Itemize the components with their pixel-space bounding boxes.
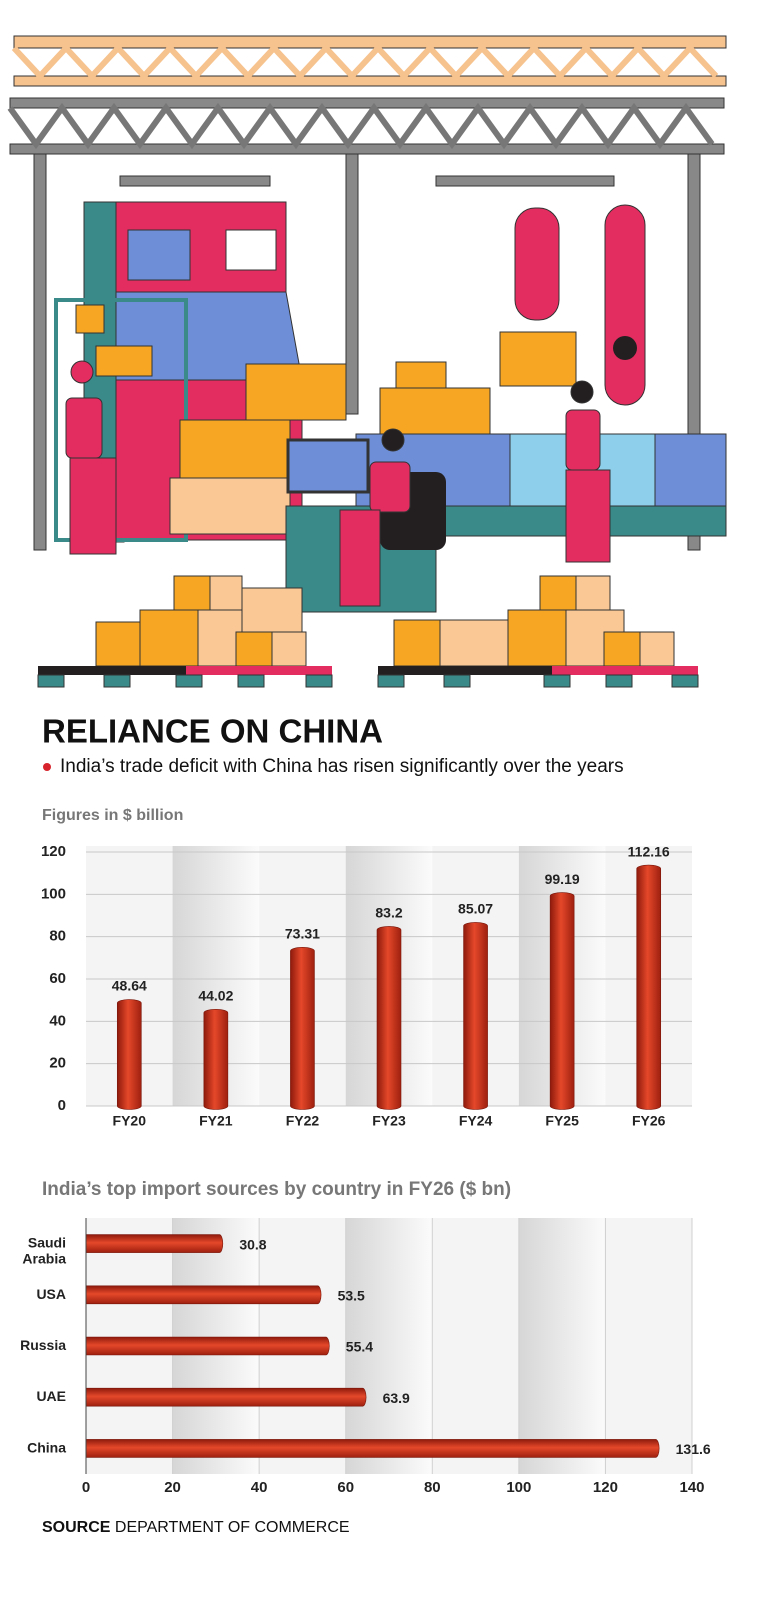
y-tick-label: 100: [41, 885, 66, 902]
chart-title: India’s top import sources by country in…: [42, 1179, 511, 1200]
x-tick-label: 140: [679, 1479, 704, 1496]
x-tick-label: FY23: [372, 1113, 406, 1129]
bar: [203, 1009, 229, 1110]
source-label: SOURCE: [42, 1519, 111, 1536]
title: RELIANCE ON CHINA: [42, 713, 383, 750]
bar: [85, 1336, 330, 1356]
x-tick-label: 20: [164, 1479, 181, 1496]
plot-band: [345, 1218, 433, 1474]
y-tick-label: UAE: [36, 1388, 66, 1404]
y-tick-text: USA: [36, 1286, 66, 1302]
bar: [85, 1387, 367, 1407]
bar: [290, 947, 315, 1110]
y-tick-text: Russia: [20, 1337, 66, 1353]
bullet: [43, 763, 51, 771]
y-tick-text: Saudi Arabia: [22, 1234, 66, 1266]
value-label: 63.9: [383, 1390, 410, 1406]
y-tick-label: Saudi Arabia: [22, 1234, 66, 1266]
value-label: 112.16: [628, 843, 670, 859]
x-tick-label: 0: [82, 1479, 90, 1496]
y-tick-label: 40: [49, 1012, 66, 1029]
x-tick-label: FY26: [632, 1113, 666, 1129]
x-tick-label: 40: [251, 1479, 268, 1496]
bar: [376, 926, 402, 1110]
source: SOURCE DEPARTMENT OF COMMERCE: [42, 1519, 350, 1536]
x-tick-label: 80: [424, 1479, 441, 1496]
x-tick-label: FY24: [459, 1113, 493, 1129]
value-label: 48.64: [112, 978, 147, 994]
source-text: DEPARTMENT OF COMMERCE: [115, 1519, 350, 1536]
y-tick-label: 20: [49, 1055, 66, 1072]
value-label: 83.2: [375, 905, 402, 921]
y-tick-label: Russia: [20, 1337, 66, 1353]
bar: [463, 922, 488, 1110]
value-label: 99.19: [545, 871, 580, 887]
value-label: 55.4: [346, 1339, 373, 1355]
value-label: 53.5: [338, 1288, 365, 1304]
x-tick-label: 100: [506, 1479, 531, 1496]
value-label: 44.02: [198, 988, 233, 1004]
value-label: 131.6: [676, 1441, 711, 1457]
plot-band: [432, 1218, 519, 1474]
bar: [85, 1285, 322, 1305]
y-tick-text: China: [27, 1439, 66, 1455]
x-tick-label: FY20: [113, 1113, 147, 1129]
x-tick-label: 120: [593, 1479, 618, 1496]
x-tick-label: FY22: [286, 1113, 320, 1129]
value-label: 85.07: [458, 901, 493, 917]
value-label: 73.31: [285, 926, 320, 942]
bar: [116, 999, 142, 1110]
x-tick-label: FY21: [199, 1113, 233, 1129]
y-tick-label: 0: [58, 1097, 66, 1114]
y-tick-text: UAE: [36, 1388, 66, 1404]
illustration: [7, 35, 727, 688]
chart-subtitle: Figures in $ billion: [42, 807, 183, 824]
x-tick-label: FY25: [545, 1113, 579, 1129]
y-tick-label: China: [27, 1439, 66, 1455]
y-tick-label: USA: [36, 1286, 66, 1302]
bar: [85, 1234, 224, 1253]
plot-band: [605, 1218, 692, 1474]
subtitle: India’s trade deficit with China has ris…: [60, 756, 624, 777]
bar: [636, 864, 662, 1110]
y-tick-label: 60: [49, 970, 66, 987]
value-label: 30.8: [239, 1236, 266, 1252]
bar: [85, 1439, 660, 1458]
plot-band: [518, 1218, 606, 1474]
bar: [549, 892, 575, 1110]
x-tick-label: 60: [337, 1479, 354, 1496]
y-tick-label: 120: [41, 843, 66, 860]
y-tick-label: 80: [49, 928, 66, 945]
